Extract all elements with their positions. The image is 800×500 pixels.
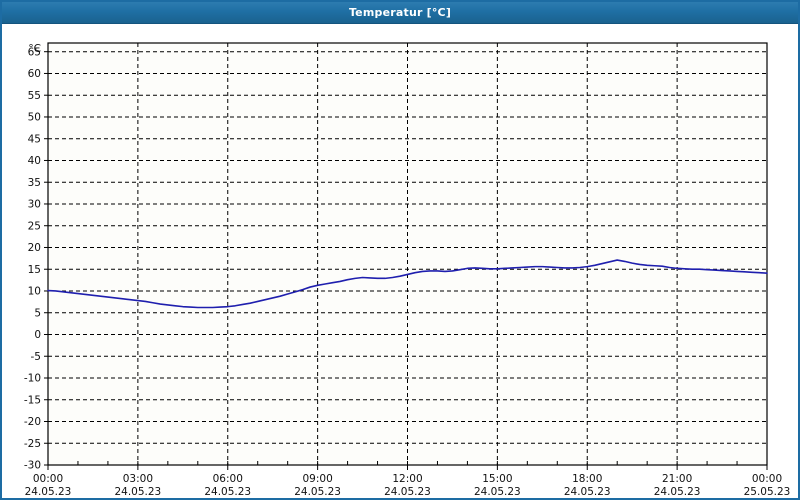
temperature-line-chart: 65605550454035302520151050-5-10-15-20-25… bbox=[24, 42, 791, 498]
y-tick-label: 50 bbox=[28, 112, 41, 124]
y-tick-label: 60 bbox=[28, 68, 41, 80]
y-axis-unit-label: °C bbox=[28, 43, 41, 55]
series-line-0 bbox=[47, 259, 768, 309]
y-tick-label: 0 bbox=[34, 329, 41, 341]
y-tick-label: 10 bbox=[28, 286, 41, 298]
window-title: Temperatur [°C] bbox=[348, 6, 452, 19]
x-tick-date-label: 24.05.23 bbox=[474, 486, 521, 498]
x-tick-time-label: 03:00 bbox=[123, 473, 153, 485]
y-tick-label: -15 bbox=[24, 394, 41, 406]
x-tick-date-label: 24.05.23 bbox=[564, 486, 611, 498]
x-tick-date-label: 24.05.23 bbox=[25, 486, 72, 498]
y-tick-label: -5 bbox=[31, 351, 41, 363]
x-tick-date-label: 24.05.23 bbox=[204, 486, 251, 498]
y-tick-label: 55 bbox=[28, 90, 41, 102]
x-tick-time-label: 00:00 bbox=[33, 473, 63, 485]
x-tick-time-label: 09:00 bbox=[302, 473, 332, 485]
plot-frame bbox=[47, 42, 768, 466]
y-tick-label: -25 bbox=[24, 438, 41, 450]
x-tick-time-label: 00:00 bbox=[752, 473, 782, 485]
y-tick-label: 15 bbox=[28, 264, 41, 276]
x-tick-time-label: 18:00 bbox=[572, 473, 602, 485]
x-tick-date-label: 24.05.23 bbox=[294, 486, 341, 498]
y-tick-label: 25 bbox=[28, 220, 41, 232]
y-tick-label: 5 bbox=[34, 307, 41, 319]
x-tick-time-label: 15:00 bbox=[482, 473, 512, 485]
chart-canvas: 65 60 55 50 45 40 35 30 25 20 15 10 5 0 -5 -10 -15 -20 -25… bbox=[2, 24, 798, 498]
x-tick-time-label: 12:00 bbox=[392, 473, 422, 485]
x-tick-date-label: 24.05.23 bbox=[384, 486, 431, 498]
y-tick-label: -30 bbox=[24, 460, 41, 472]
y-tick-label: 30 bbox=[28, 199, 41, 211]
y-tick-label: 45 bbox=[28, 133, 41, 145]
x-tick-date-label: 24.05.23 bbox=[654, 486, 701, 498]
x-tick-date-label: 25.05.23 bbox=[744, 486, 791, 498]
x-tick-time-label: 21:00 bbox=[662, 473, 692, 485]
y-tick-label: 20 bbox=[28, 242, 41, 254]
y-tick-label: -10 bbox=[24, 373, 41, 385]
y-tick-label: 40 bbox=[28, 155, 41, 167]
y-tick-label: -20 bbox=[24, 416, 41, 428]
y-tick-label: 35 bbox=[28, 177, 41, 189]
x-tick-date-label: 24.05.23 bbox=[114, 486, 161, 498]
window-title-bar: Temperatur [°C] bbox=[2, 2, 798, 24]
x-tick-time-label: 06:00 bbox=[213, 473, 243, 485]
y-tick-label: 65 bbox=[28, 46, 41, 58]
